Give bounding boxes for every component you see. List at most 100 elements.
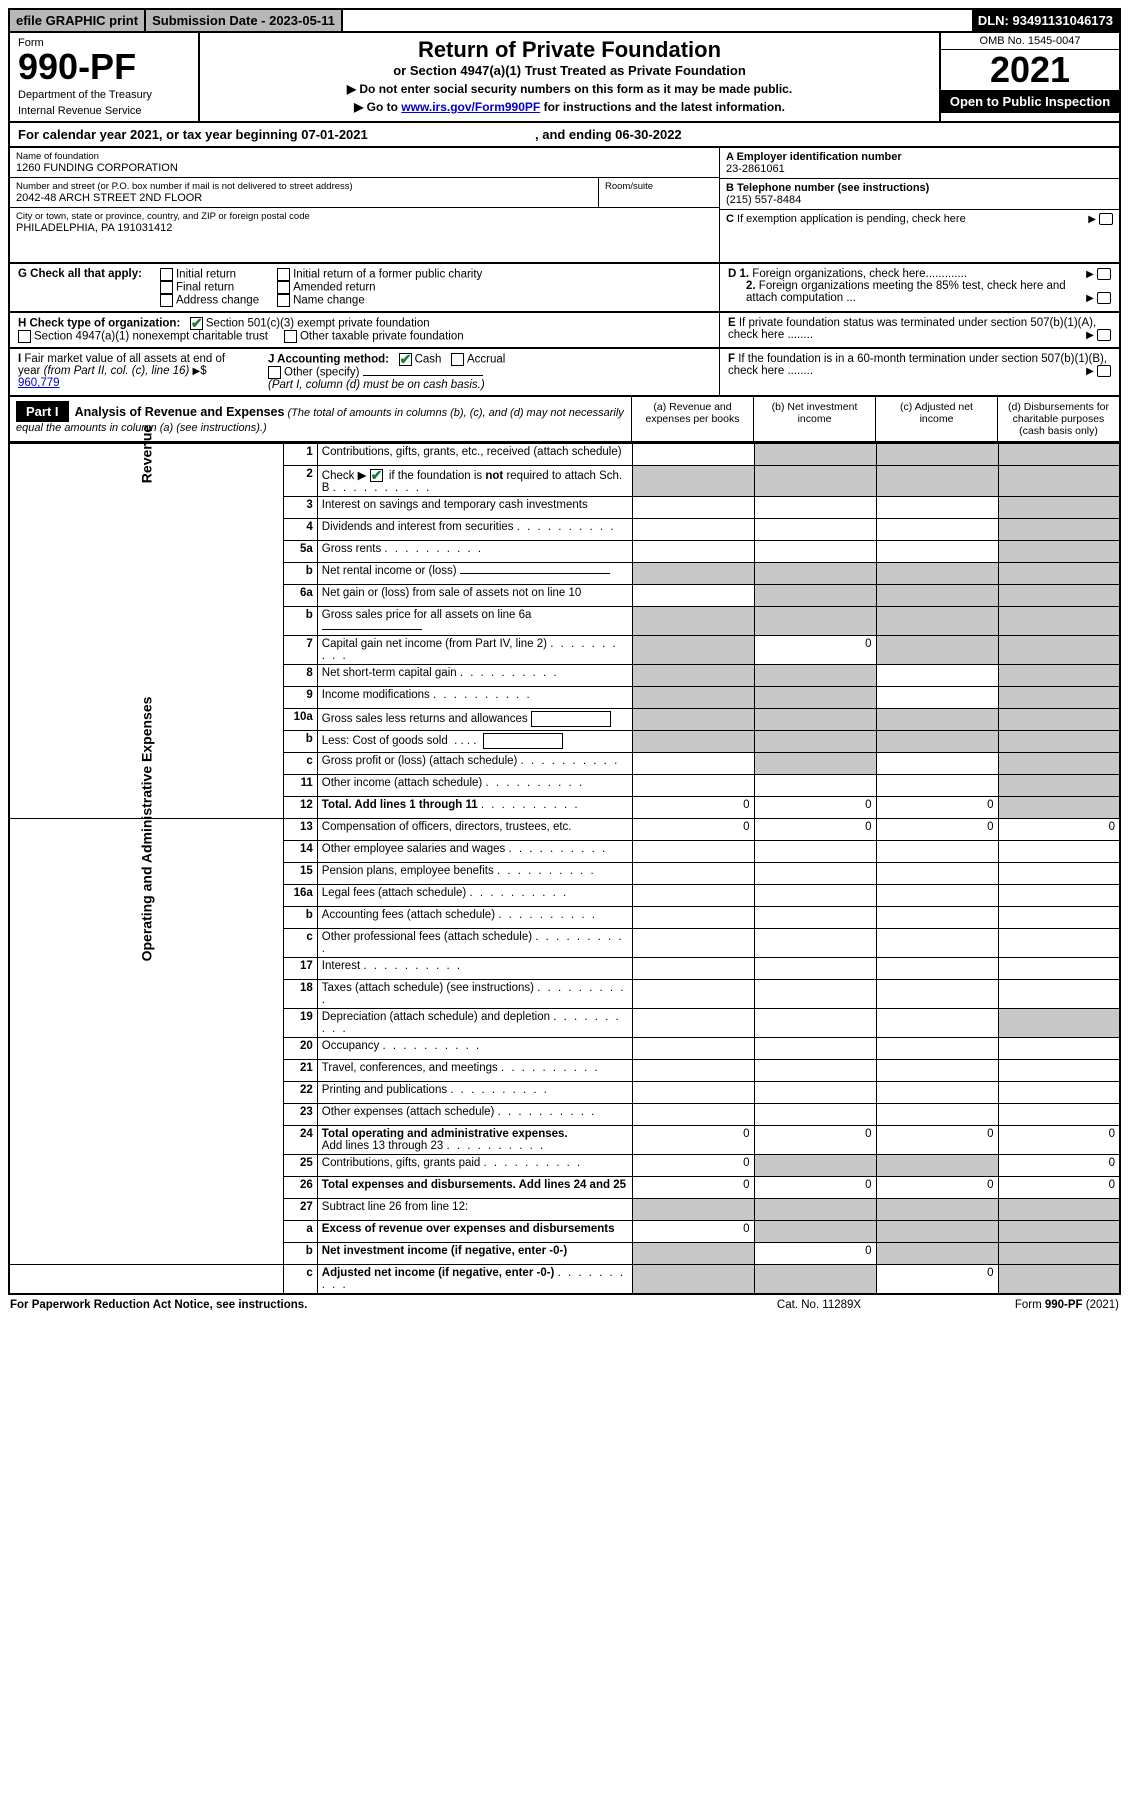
irs-link[interactable]: www.irs.gov/Form990PF: [401, 100, 540, 114]
e-label: E If private foundation status was termi…: [728, 317, 1111, 341]
part1-title: Analysis of Revenue and Expenses: [75, 405, 285, 419]
line10b-desc: Less: Cost of goods sold . . . .: [317, 731, 632, 753]
dln-label: DLN: 93491131046173: [972, 10, 1119, 31]
form-ref: Form 990-PF (2021): [919, 1299, 1119, 1311]
line12-desc: Total. Add lines 1 through 11: [317, 797, 632, 819]
open-public-badge: Open to Public Inspection: [941, 90, 1119, 113]
other-method-label: Other (specify): [284, 367, 359, 379]
form-header: Form 990-PF Department of the Treasury I…: [8, 33, 1121, 123]
line11-desc: Other income (attach schedule): [317, 775, 632, 797]
j-label: J Accounting method:: [268, 354, 389, 366]
line3-desc: Interest on savings and temporary cash i…: [317, 497, 632, 519]
tax-year: 2021: [941, 50, 1119, 90]
d2-label: 2. Foreign organizations meeting the 85%…: [728, 280, 1111, 304]
h-label: H Check type of organization:: [18, 318, 180, 330]
name-change-label: Name change: [293, 295, 365, 307]
line13-desc: Compensation of officers, directors, tru…: [317, 819, 632, 841]
accrual-checkbox[interactable]: [451, 353, 464, 366]
tel-value: (215) 557-8484: [726, 194, 1113, 206]
tel-label: B Telephone number (see instructions): [726, 182, 1113, 194]
f-label: F If the foundation is in a 60-month ter…: [728, 353, 1111, 377]
form-number: 990-PF: [18, 49, 190, 85]
501c3-label: Section 501(c)(3) exempt private foundat…: [206, 318, 430, 330]
submission-date: Submission Date - 2023-05-11: [146, 10, 343, 31]
fmv-value[interactable]: 960,779: [18, 377, 60, 389]
line5a-desc: Gross rents: [317, 541, 632, 563]
city-label: City or town, state or province, country…: [16, 211, 713, 222]
line23-desc: Other expenses (attach schedule): [317, 1104, 632, 1126]
d2-checkbox[interactable]: [1097, 292, 1111, 304]
cat-no: Cat. No. 11289X: [719, 1299, 919, 1311]
line25-desc: Contributions, gifts, grants paid: [317, 1155, 632, 1177]
initial-return-label: Initial return: [176, 269, 236, 281]
address-label: Number and street (or P.O. box number if…: [16, 181, 592, 192]
form-subtitle: or Section 4947(a)(1) Trust Treated as P…: [208, 63, 931, 78]
501c3-checkbox[interactable]: [190, 317, 203, 330]
address-change-label: Address change: [176, 295, 259, 307]
line18-desc: Taxes (attach schedule) (see instruction…: [317, 980, 632, 1009]
initial-former-label: Initial return of a former public charit…: [293, 269, 482, 281]
other-method-checkbox[interactable]: [268, 366, 281, 379]
page-footer: For Paperwork Reduction Act Notice, see …: [8, 1295, 1121, 1315]
i-j-section: I Fair market value of all assets at end…: [8, 349, 1121, 397]
ein-label: A Employer identification number: [726, 151, 1113, 163]
foundation-name-label: Name of foundation: [16, 151, 713, 162]
col-a-header: (a) Revenue and expenses per books: [631, 397, 753, 441]
dept-treasury: Department of the Treasury: [18, 89, 190, 101]
c-checkbox[interactable]: [1099, 213, 1113, 225]
f-checkbox[interactable]: [1097, 365, 1111, 377]
final-return-label: Final return: [176, 282, 234, 294]
d1-checkbox[interactable]: [1097, 268, 1111, 280]
paperwork-notice: For Paperwork Reduction Act Notice, see …: [10, 1299, 719, 1311]
4947-checkbox[interactable]: [18, 330, 31, 343]
foundation-name: 1260 FUNDING CORPORATION: [16, 162, 713, 174]
calendar-year-row: For calendar year 2021, or tax year begi…: [8, 123, 1121, 148]
accrual-label: Accrual: [467, 354, 505, 366]
cash-checkbox[interactable]: [399, 353, 412, 366]
line6a-desc: Net gain or (loss) from sale of assets n…: [317, 585, 632, 607]
h-section: H Check type of organization: Section 50…: [8, 313, 1121, 349]
ein-value: 23-2861061: [726, 163, 1113, 175]
line27b-desc: Net investment income (if negative, ente…: [317, 1243, 632, 1265]
address: 2042-48 ARCH STREET 2ND FLOOR: [16, 192, 592, 204]
line16b-desc: Accounting fees (attach schedule): [317, 907, 632, 929]
line6b-desc: Gross sales price for all assets on line…: [317, 607, 632, 636]
line27c-desc: Adjusted net income (if negative, enter …: [317, 1265, 632, 1295]
initial-former-checkbox[interactable]: [277, 268, 290, 281]
line8-desc: Net short-term capital gain: [317, 665, 632, 687]
line24-desc: Total operating and administrative expen…: [317, 1126, 632, 1155]
e-checkbox[interactable]: [1097, 329, 1111, 341]
irs-label: Internal Revenue Service: [18, 105, 190, 117]
cash-label: Cash: [415, 354, 442, 366]
line2-desc: Check ▶ if the foundation is not require…: [317, 466, 632, 497]
initial-return-checkbox[interactable]: [160, 268, 173, 281]
line26-desc: Total expenses and disbursements. Add li…: [317, 1177, 632, 1199]
final-return-checkbox[interactable]: [160, 281, 173, 294]
col-b-header: (b) Net investment income: [753, 397, 875, 441]
col-c-header: (c) Adjusted net income: [875, 397, 997, 441]
line1-desc: Contributions, gifts, grants, etc., rece…: [317, 444, 632, 466]
goto-note: ▶ Go to www.irs.gov/Form990PF for instru…: [208, 100, 931, 114]
line5b-desc: Net rental income or (loss): [317, 563, 632, 585]
line22-desc: Printing and publications: [317, 1082, 632, 1104]
omb-number: OMB No. 1545-0047: [941, 33, 1119, 50]
city: PHILADELPHIA, PA 191031412: [16, 222, 713, 234]
part1-badge: Part I: [16, 401, 69, 422]
revenue-side-label: Revenue: [138, 322, 154, 587]
other-taxable-checkbox[interactable]: [284, 330, 297, 343]
d1-label: D 1. Foreign organizations, check here..…: [728, 268, 1111, 280]
line27-desc: Subtract line 26 from line 12:: [317, 1199, 632, 1221]
line15-desc: Pension plans, employee benefits: [317, 863, 632, 885]
amended-return-checkbox[interactable]: [277, 281, 290, 294]
name-change-checkbox[interactable]: [277, 294, 290, 307]
line20-desc: Occupancy: [317, 1038, 632, 1060]
address-change-checkbox[interactable]: [160, 294, 173, 307]
form-title: Return of Private Foundation: [208, 37, 931, 63]
line19-desc: Depreciation (attach schedule) and deple…: [317, 1009, 632, 1038]
efile-print-button[interactable]: efile GRAPHIC print: [10, 10, 146, 31]
room-label: Room/suite: [605, 181, 713, 192]
schb-checkbox[interactable]: [370, 469, 383, 482]
col-d-header: (d) Disbursements for charitable purpose…: [997, 397, 1119, 441]
part1-header-row: Part I Analysis of Revenue and Expenses …: [8, 397, 1121, 443]
line16c-desc: Other professional fees (attach schedule…: [317, 929, 632, 958]
